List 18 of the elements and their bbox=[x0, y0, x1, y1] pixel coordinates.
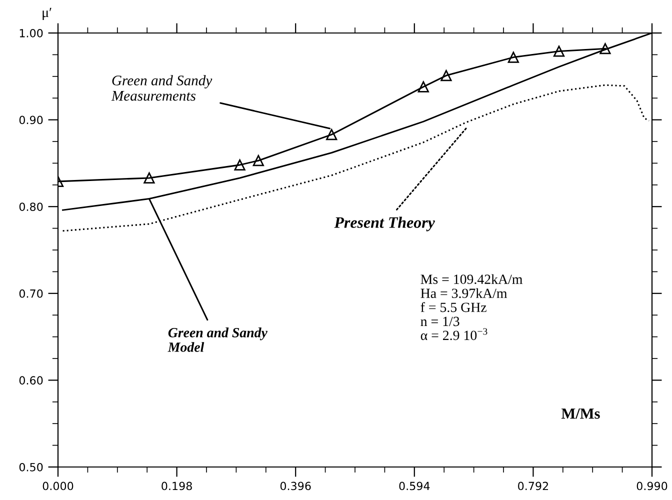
y-tick-label: 0.60 bbox=[19, 376, 43, 385]
x-tick-label: 0.990 bbox=[636, 482, 668, 490]
y-tick-label: 0.90 bbox=[19, 116, 43, 124]
annotation: Green and Sandy Measurements bbox=[111, 75, 212, 101]
y-axis-title: μ′ bbox=[42, 8, 52, 20]
annotation: Ms = 109.42kA/m Ha = 3.97kA/m f = 5.5 GHz n = 1/3 α = 2.9 10$^{−3}$ bbox=[420, 274, 522, 340]
x-tick-label: 0.594 bbox=[399, 482, 430, 490]
annotation: Present Theory bbox=[334, 216, 435, 232]
x-tick-label: 0.000 bbox=[42, 482, 74, 490]
x-tick-label: 0.396 bbox=[280, 482, 311, 490]
x-tick-label: 0.198 bbox=[162, 482, 192, 490]
y-tick-label: 0.50 bbox=[19, 462, 43, 472]
y-tick-label: 0.80 bbox=[19, 202, 43, 211]
x-axis-title: M/Ms bbox=[561, 408, 600, 419]
x-tick-label: 0.792 bbox=[518, 482, 548, 490]
y-tick-label: 1.00 bbox=[20, 28, 43, 38]
y-tick-label: 0.70 bbox=[19, 289, 43, 298]
annotation: Green and Sandy Model bbox=[168, 328, 268, 352]
